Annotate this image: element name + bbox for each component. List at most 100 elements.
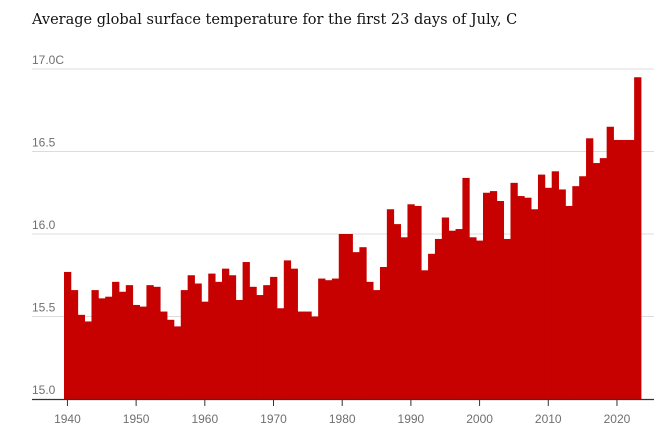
bar-2019 [606, 126, 614, 399]
bar-1956 [173, 326, 182, 399]
bar-1955 [167, 319, 175, 399]
y-tick-label: 16.5 [32, 136, 56, 150]
y-tick-label: 17.0C [32, 53, 64, 67]
bar-1988 [393, 224, 401, 399]
bar-2010 [544, 187, 553, 399]
bar-2020 [613, 139, 621, 399]
bar-1991 [414, 205, 422, 399]
bar-2003 [496, 201, 505, 399]
x-tick-label: 2010 [535, 412, 562, 426]
bar-2002 [489, 191, 498, 399]
x-tick-label: 1990 [398, 412, 425, 426]
bar-1954 [160, 311, 168, 399]
chart-title: Average global surface temperature for t… [32, 12, 518, 28]
bar-1947 [112, 281, 120, 399]
bar-1976 [311, 316, 319, 399]
bar-2011 [551, 171, 559, 399]
bar-1958 [187, 275, 195, 399]
bar-1993 [428, 253, 436, 399]
bar-1975 [304, 311, 312, 399]
bar-2015 [579, 176, 587, 399]
bar-2021 [620, 139, 628, 399]
bar-1982 [352, 252, 360, 399]
bar-1967 [249, 286, 257, 399]
bar-1981 [345, 234, 353, 399]
bar-1952 [146, 285, 154, 399]
bar-1965 [235, 300, 243, 399]
x-tick-label: 1950 [123, 412, 150, 426]
bar-1973 [290, 268, 298, 399]
bar-1979 [331, 278, 340, 399]
bar-1995 [441, 217, 450, 399]
bar-1948 [118, 291, 127, 399]
bar-1946 [105, 296, 113, 399]
bar-2001 [483, 192, 491, 399]
y-tick-label: 15.5 [32, 301, 56, 315]
bar-1997 [455, 229, 463, 399]
bar-2018 [599, 158, 608, 399]
bar-1962 [215, 281, 223, 399]
bar-1953 [153, 286, 161, 399]
bar-1984 [366, 281, 374, 399]
bar-1950 [132, 304, 140, 399]
bar-1985 [373, 290, 381, 399]
bar-2004 [503, 238, 511, 399]
x-tick-label: 2020 [604, 412, 631, 426]
bar-2016 [586, 138, 594, 400]
bar-1972 [283, 260, 292, 399]
x-tick-label: 1980 [329, 412, 356, 426]
bar-1971 [276, 308, 285, 399]
bar-1941 [70, 290, 79, 399]
bar-2023 [634, 77, 642, 399]
bar-1959 [194, 283, 202, 399]
bar-1943 [84, 321, 92, 399]
bar-2007 [524, 197, 532, 399]
bar-1992 [421, 270, 429, 399]
bar-1957 [180, 290, 189, 399]
bar-1963 [221, 268, 230, 399]
bar-1978 [325, 280, 333, 399]
y-tick-label: 16.0 [32, 218, 56, 232]
bar-2013 [565, 205, 573, 399]
x-tick-label: 1940 [54, 412, 81, 426]
bar-2006 [517, 196, 525, 399]
bar-2017 [592, 163, 601, 399]
bar-1980 [338, 234, 347, 399]
bar-2022 [627, 139, 635, 399]
bar-1949 [125, 285, 134, 399]
y-tick-labels: 15.0 15.5 16.0 16.5 17.0C [32, 53, 64, 397]
bar-1942 [77, 314, 86, 399]
bar-1970 [270, 276, 278, 399]
bar-1983 [359, 247, 367, 399]
bar-2012 [558, 189, 566, 399]
x-axis: 1940 1950 1960 1970 1980 1990 2000 2010 2020 [32, 398, 654, 426]
bar-1987 [386, 209, 395, 399]
bar-1960 [201, 301, 209, 399]
bar-1999 [469, 237, 477, 399]
bar-1989 [400, 237, 408, 399]
bar-1977 [318, 278, 326, 399]
bar-1945 [98, 298, 106, 399]
bar-1994 [434, 238, 443, 399]
y-tick-label: 15.0 [32, 383, 56, 397]
bar-1961 [208, 273, 216, 399]
bar-1990 [407, 204, 415, 399]
bar-2005 [510, 182, 518, 399]
bar-1940 [64, 271, 72, 399]
bar-2009 [537, 174, 546, 399]
bar-2000 [476, 240, 484, 399]
bar-1968 [256, 295, 264, 399]
bar-1974 [297, 311, 305, 399]
bar-1951 [139, 306, 147, 399]
bar-2008 [531, 209, 539, 399]
x-tick-label: 1960 [191, 412, 218, 426]
bar-1966 [242, 262, 250, 399]
bar-1944 [91, 290, 99, 399]
bar-1986 [379, 267, 388, 399]
bar-2014 [572, 186, 580, 399]
x-tick-label: 2000 [466, 412, 493, 426]
bar-1998 [462, 177, 470, 399]
bar-1969 [263, 285, 271, 399]
x-tick-label: 1970 [260, 412, 287, 426]
